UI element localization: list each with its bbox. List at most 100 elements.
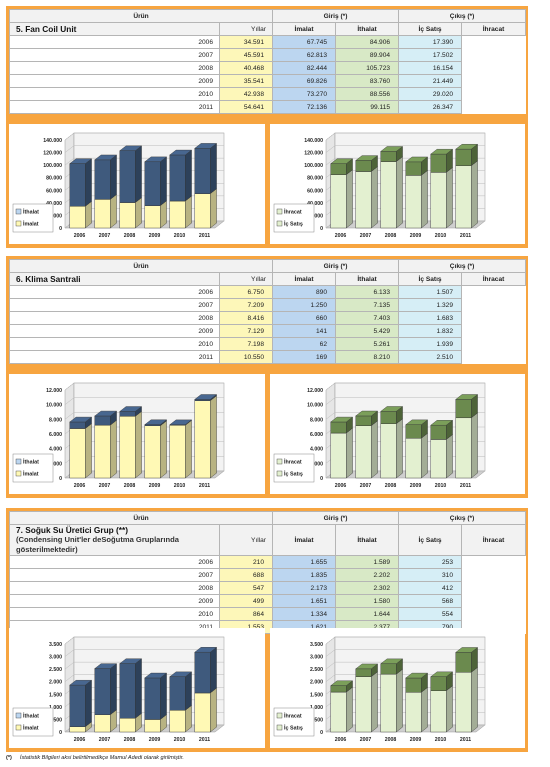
- table-row: 2006 34.591 67.745 84.906 17.390: [9, 35, 526, 49]
- x-tick-label: 2008: [385, 233, 397, 239]
- ithalat-cell: 1.651: [272, 594, 337, 608]
- ic-satis-cell: 84.906: [335, 35, 400, 49]
- x-tick-label: 2009: [149, 233, 161, 239]
- ithalat-cell: 69.826: [272, 74, 337, 88]
- ihracat-cell: 26.347: [398, 100, 463, 114]
- chart-legend: İhracat İç Satış: [273, 707, 315, 737]
- header-cikis: Çıkış (*): [398, 259, 527, 273]
- bar-ic-satis: [380, 418, 404, 479]
- bar-ithalat: [94, 410, 118, 426]
- y-tick-label: 120.000: [43, 151, 62, 157]
- y-tick-label: 10.000: [307, 403, 323, 409]
- table-row: 2011 10.550 169 8.210 2.510: [9, 350, 526, 364]
- header-giris: Giriş (*): [272, 259, 400, 273]
- chart-legend: İthalat İmalat: [12, 707, 54, 737]
- x-tick-label: 2009: [149, 483, 161, 489]
- bar-ihracat: [380, 406, 404, 425]
- data-table: Ürün Giriş (*) Çıkış (*) 6. Klima Santra…: [8, 259, 527, 364]
- bar-ic-satis: [330, 427, 354, 479]
- chart-panel-right: 0 500 1.000 1.500 2.000 2.500 3.000 3.500 2006 20…: [270, 628, 525, 748]
- bar-ic-satis: [405, 170, 429, 229]
- legend-label: İmalat: [23, 471, 39, 478]
- imalat-cell: 40.468: [218, 61, 274, 75]
- imalat-cell: 547: [218, 581, 274, 595]
- bar-ic-satis: [455, 666, 479, 733]
- bar-ithalat: [144, 672, 168, 720]
- x-tick-label: 2011: [199, 737, 210, 743]
- legend-label: İhracat: [284, 209, 302, 216]
- ithalat-cell: 62: [272, 337, 337, 351]
- bar-ithalat: [69, 158, 93, 207]
- ic-satis-cell: 89.904: [335, 48, 400, 62]
- bar-ithalat: [194, 394, 218, 402]
- ihracat-cell: 1.939: [398, 337, 463, 351]
- year-cell: 2008: [9, 61, 220, 75]
- imalat-cell: 7.129: [218, 324, 274, 338]
- bar-ic-satis: [330, 686, 354, 733]
- imalat-cell: 499: [218, 594, 274, 608]
- chart-klima-giris: 0 2.000 4.000 6.000 8.000 10.000 12.000 2006 200…: [12, 382, 225, 489]
- header-ic-satis: İç Satış: [398, 524, 463, 556]
- bar-ithalat: [69, 416, 93, 429]
- header-ithalat: İthalat: [335, 272, 400, 286]
- y-tick-label: 4.000: [310, 447, 323, 453]
- legend-swatch: [15, 220, 22, 227]
- imalat-cell: 54.641: [218, 100, 274, 114]
- bar-ihracat: [405, 156, 429, 176]
- y-tick-label: 8.000: [310, 417, 323, 423]
- x-tick-label: 2009: [149, 737, 161, 743]
- ithalat-cell: 141: [272, 324, 337, 338]
- ic-satis-cell: 1.644: [335, 607, 400, 621]
- y-tick-label: 100.000: [43, 163, 62, 169]
- year-cell: 2009: [9, 74, 220, 88]
- legend-label: İmalat: [23, 221, 39, 228]
- imalat-cell: 42.938: [218, 87, 274, 101]
- bar-ic-satis: [455, 160, 479, 229]
- table-row: 2006 210 1.655 1.589 253: [9, 555, 526, 569]
- product-name: 6. Klima Santrali: [16, 274, 81, 284]
- table-row: 2011 54.641 72.136 99.115 26.347: [9, 100, 526, 114]
- legend-swatch: [276, 470, 283, 477]
- legend-swatch: [15, 458, 22, 465]
- ic-satis-cell: 5.429: [335, 324, 400, 338]
- ithalat-cell: 67.745: [272, 35, 337, 49]
- ihracat-cell: 568: [398, 594, 463, 608]
- product-name: 7. Soğuk Su Üretici Grup (**): [16, 525, 129, 535]
- bar-ic-satis: [330, 169, 354, 229]
- header-giris: Giriş (*): [272, 511, 400, 525]
- y-tick-label: 2.500: [49, 667, 62, 673]
- table-row: 2009 499 1.651 1.580 568: [9, 594, 526, 608]
- y-tick-label: 4.000: [49, 447, 62, 453]
- y-tick-label: 20.000: [307, 213, 323, 219]
- table-row: 2007 7.209 1.250 7.135 1.329: [9, 298, 526, 312]
- legend-label: İç Satış: [284, 725, 303, 732]
- ic-satis-cell: 5.261: [335, 337, 400, 351]
- gridline: [64, 661, 224, 670]
- ic-satis-cell: 7.403: [335, 311, 400, 325]
- chart-legend: İhracat İç Satış: [273, 453, 315, 483]
- ic-satis-cell: 83.760: [335, 74, 400, 88]
- y-tick-label: 6.000: [310, 432, 323, 438]
- ihracat-cell: 2.510: [398, 350, 463, 364]
- ithalat-cell: 62.813: [272, 48, 337, 62]
- x-tick-label: 2008: [124, 233, 136, 239]
- x-tick-label: 2009: [410, 483, 422, 489]
- bar-ithalat: [69, 679, 93, 728]
- table-row: 2008 8.416 660 7.403 1.683: [9, 311, 526, 325]
- table-row: 2010 7.198 62 5.261 1.939: [9, 337, 526, 351]
- chart-soguk-su-giris: 0 500 1.000 1.500 2.000 2.500 3.000 3.500 2006 20…: [12, 636, 225, 743]
- imalat-cell: 7.209: [218, 298, 274, 312]
- year-cell: 2010: [9, 337, 220, 351]
- header-imalat: İmalat: [272, 272, 337, 286]
- x-tick-label: 2010: [174, 233, 186, 239]
- bar-ic-satis: [430, 685, 454, 733]
- ithalat-cell: 660: [272, 311, 337, 325]
- ithalat-cell: 73.270: [272, 87, 337, 101]
- x-tick-label: 2010: [435, 483, 447, 489]
- legend-swatch: [276, 724, 283, 731]
- year-cell: 2007: [9, 48, 220, 62]
- bar-ihracat: [455, 143, 479, 167]
- section-fan-coil: Ürün Giriş (*) Çıkış (*) 5. Fan Coil Uni…: [6, 6, 528, 248]
- y-tick-label: 3.000: [49, 655, 62, 661]
- gridline: [325, 397, 485, 405]
